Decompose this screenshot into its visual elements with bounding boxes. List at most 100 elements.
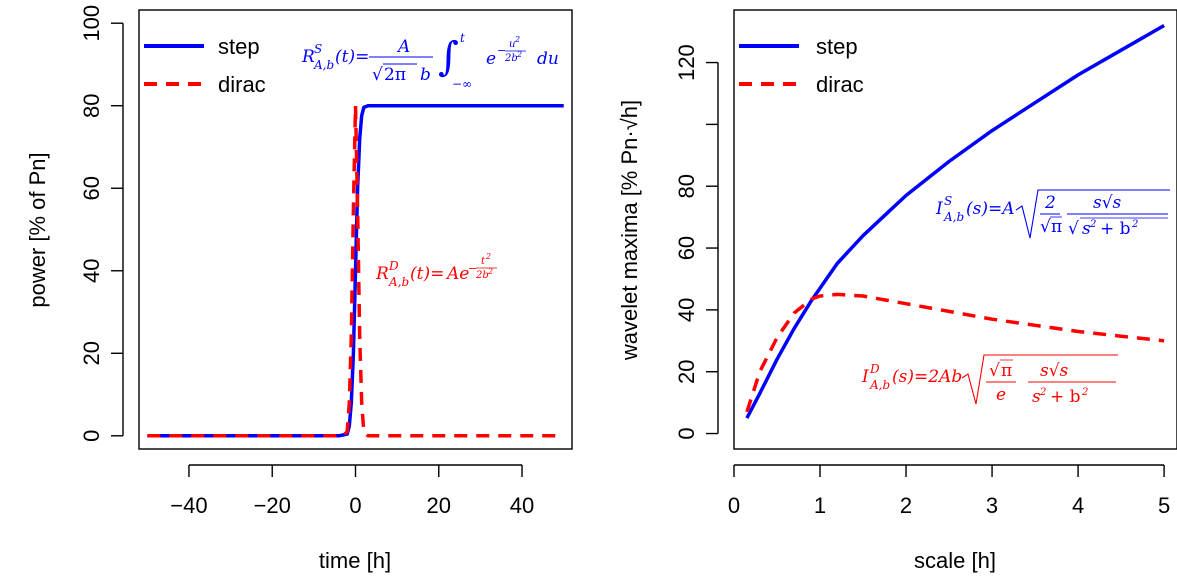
y-tick-label: 100 bbox=[79, 5, 104, 42]
wavelet-chart: 0 1 2 3 4 5 0 20 40 60 80 120 scale [h] wavelet ma… bbox=[617, 9, 1177, 573]
x-tick-label: 5 bbox=[1158, 493, 1170, 518]
x-ticks: −40 −20 0 20 40 bbox=[170, 464, 534, 518]
svg-text:2: 2 bbox=[1081, 387, 1088, 398]
power-chart: −40 −20 0 20 40 0 20 40 60 80 100 time [h] power … bbox=[25, 5, 573, 573]
y-ticks: 0 20 40 60 80 100 bbox=[79, 5, 124, 442]
svg-text:A,b: A,b bbox=[313, 58, 334, 72]
plot-frame bbox=[733, 9, 1177, 450]
svg-text:D: D bbox=[388, 259, 399, 273]
svg-text:√: √ bbox=[989, 361, 1000, 381]
svg-text:2: 2 bbox=[514, 35, 520, 44]
x-tick-label: 4 bbox=[1072, 493, 1084, 518]
legend: step dirac bbox=[739, 34, 864, 97]
x-tick-label: 0 bbox=[349, 493, 361, 518]
plot-frame bbox=[138, 9, 573, 450]
svg-text:2: 2 bbox=[1039, 387, 1046, 398]
svg-text:2b: 2b bbox=[475, 270, 489, 281]
svg-text:√: √ bbox=[1068, 219, 1079, 239]
series-lines bbox=[745, 23, 1165, 419]
y-tick-label: 80 bbox=[79, 93, 104, 117]
y-axis-label: power [% of Pn] bbox=[25, 152, 50, 307]
y-axis-label: wavelet maxima [% Pn·√h] bbox=[617, 100, 642, 361]
step-wavelet-formula-annotation: I S A,b (s)=A 2 √ π s√s √ s 2 + b 2 bbox=[935, 189, 1170, 239]
series-line-dirac bbox=[745, 292, 1165, 413]
x-ticks: 0 1 2 3 4 5 bbox=[728, 464, 1170, 518]
y-tick-label: 80 bbox=[674, 174, 699, 198]
x-tick-label: 40 bbox=[510, 493, 534, 518]
svg-text:Ae: Ae bbox=[445, 264, 469, 284]
x-tick-label: 0 bbox=[728, 493, 740, 518]
x-tick-label: 3 bbox=[986, 493, 998, 518]
svg-text:e: e bbox=[996, 385, 1006, 405]
svg-text:2b: 2b bbox=[504, 53, 518, 64]
series-lines bbox=[147, 103, 564, 438]
svg-text:s√s: s√s bbox=[1040, 361, 1069, 381]
y-tick-label: 60 bbox=[79, 176, 104, 200]
svg-text:π: π bbox=[1001, 361, 1012, 381]
svg-text:π: π bbox=[1051, 217, 1062, 237]
svg-text:−: − bbox=[468, 262, 477, 275]
svg-text:∫: ∫ bbox=[438, 34, 459, 80]
y-ticks: 0 20 40 60 80 120 bbox=[674, 44, 719, 440]
svg-text:+ b: + b bbox=[1050, 387, 1081, 407]
svg-text:s: s bbox=[1032, 387, 1041, 407]
svg-text:+ b: + b bbox=[1100, 219, 1131, 239]
svg-text:2: 2 bbox=[1089, 219, 1096, 230]
svg-text:√: √ bbox=[372, 65, 383, 85]
svg-text:R: R bbox=[301, 47, 315, 67]
svg-text:2: 2 bbox=[485, 252, 491, 261]
svg-text:−: − bbox=[497, 44, 506, 57]
y-tick-label: 0 bbox=[79, 430, 104, 442]
x-axis-label: time [h] bbox=[319, 548, 391, 573]
svg-text:I: I bbox=[935, 199, 943, 219]
svg-text:du: du bbox=[537, 49, 559, 69]
svg-text:I: I bbox=[861, 367, 869, 387]
x-tick-label: 1 bbox=[814, 493, 826, 518]
svg-text:(t)=: (t)= bbox=[335, 47, 369, 67]
svg-text:t: t bbox=[481, 256, 486, 267]
legend-label-step: step bbox=[218, 34, 260, 59]
svg-text:A,b: A,b bbox=[869, 378, 890, 392]
svg-text:u: u bbox=[509, 39, 515, 50]
legend-label-dirac: dirac bbox=[816, 72, 864, 97]
y-tick-label: 40 bbox=[674, 298, 699, 322]
svg-text:−∞: −∞ bbox=[452, 77, 472, 91]
y-tick-label: 20 bbox=[674, 359, 699, 383]
svg-text:2: 2 bbox=[1044, 193, 1056, 213]
y-tick-label: 0 bbox=[674, 427, 699, 439]
svg-text:s: s bbox=[1082, 219, 1091, 239]
series-line-dirac bbox=[147, 103, 564, 438]
step-formula-annotation: R S A,b (t)= A √ 2π b ∫ t −∞ e − u 2 2b … bbox=[301, 31, 559, 91]
dirac-wavelet-formula-annotation: I D A,b (s)=2Ab √ π e s√s s 2 + b 2 bbox=[861, 354, 1118, 407]
svg-text:(t)=: (t)= bbox=[410, 264, 444, 284]
series-line-step bbox=[745, 23, 1165, 419]
y-tick-label: 120 bbox=[674, 44, 699, 81]
svg-text:S: S bbox=[314, 42, 322, 56]
svg-text:b: b bbox=[420, 65, 431, 85]
svg-text:A,b: A,b bbox=[388, 275, 409, 289]
svg-text:A,b: A,b bbox=[943, 210, 964, 224]
legend: step dirac bbox=[144, 34, 266, 97]
x-tick-label: 20 bbox=[427, 493, 451, 518]
svg-text:(s)=A: (s)=A bbox=[966, 199, 1015, 219]
svg-text:R: R bbox=[375, 264, 389, 284]
svg-text:S: S bbox=[944, 194, 952, 208]
y-tick-label: 20 bbox=[79, 341, 104, 365]
legend-label-step: step bbox=[816, 34, 858, 59]
x-tick-label: −20 bbox=[254, 493, 291, 518]
svg-text:(s)=2Ab: (s)=2Ab bbox=[892, 367, 962, 387]
svg-text:2π: 2π bbox=[384, 65, 406, 85]
svg-text:2: 2 bbox=[516, 50, 522, 59]
y-tick-label: 40 bbox=[79, 259, 104, 283]
legend-label-dirac: dirac bbox=[218, 72, 266, 97]
x-axis-label: scale [h] bbox=[914, 548, 996, 573]
x-tick-label: −40 bbox=[170, 493, 207, 518]
svg-text:e: e bbox=[486, 49, 496, 69]
svg-text:2: 2 bbox=[1131, 219, 1138, 230]
svg-text:s√s: s√s bbox=[1093, 193, 1122, 213]
svg-text:t: t bbox=[460, 31, 465, 45]
y-tick-label: 60 bbox=[674, 236, 699, 260]
svg-text:D: D bbox=[869, 362, 880, 376]
x-tick-label: 2 bbox=[900, 493, 912, 518]
